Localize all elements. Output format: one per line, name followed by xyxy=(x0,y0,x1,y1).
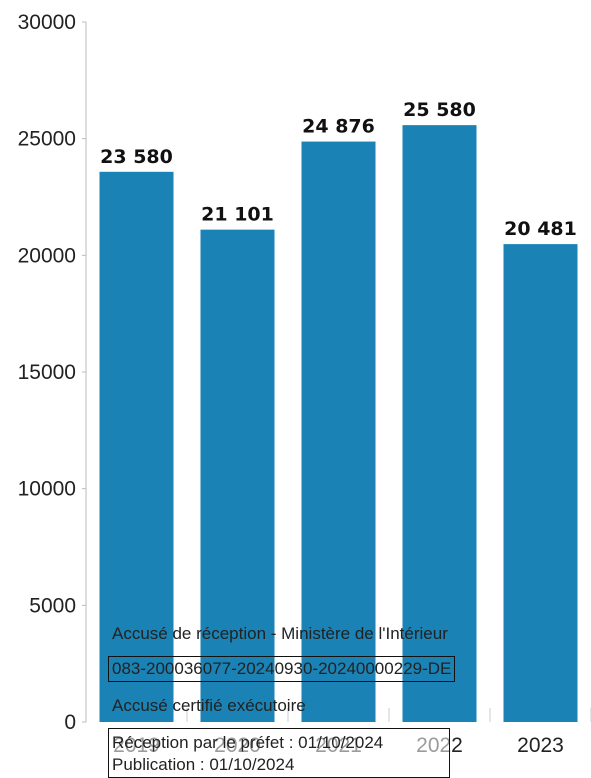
bar-2021 xyxy=(301,141,376,722)
bar-2022 xyxy=(402,125,477,723)
data-label-2021: 24 876 xyxy=(302,116,375,138)
y-tick-label: 30000 xyxy=(18,11,76,34)
y-tick-label: 15000 xyxy=(18,361,76,384)
stamp-publication-date: Publication : 01/10/2024 xyxy=(112,755,295,774)
data-label-2020: 21 101 xyxy=(201,204,274,226)
y-tick-label: 5000 xyxy=(29,594,76,617)
data-label-2022: 25 580 xyxy=(403,99,476,121)
stamp-dates-box: Réception par le préfet : 01/10/2024 Pub… xyxy=(108,728,450,778)
y-tick-label: 0 xyxy=(64,711,76,734)
bar-2023 xyxy=(503,244,578,723)
y-tick-label: 20000 xyxy=(18,244,76,267)
bar-2019 xyxy=(99,171,174,723)
y-tick-label: 25000 xyxy=(18,128,76,151)
x-tick-label-2023: 2023 xyxy=(517,734,564,757)
data-label-2019: 23 580 xyxy=(100,146,173,168)
stamp-certified-text: Accusé certifié exécutoire xyxy=(112,696,306,715)
stamp-reception-date: Réception par le préfet : 01/10/2024 xyxy=(112,733,384,752)
data-label-2023: 20 481 xyxy=(504,218,577,240)
bar-2020 xyxy=(200,229,275,723)
stamp-acknowledgment-title: Accusé de réception - Ministère de l'Int… xyxy=(112,624,448,643)
y-tick-label: 10000 xyxy=(18,478,76,501)
stamp-act-identifier: 083-200036077-20240930-20240000229-DE xyxy=(108,656,456,682)
